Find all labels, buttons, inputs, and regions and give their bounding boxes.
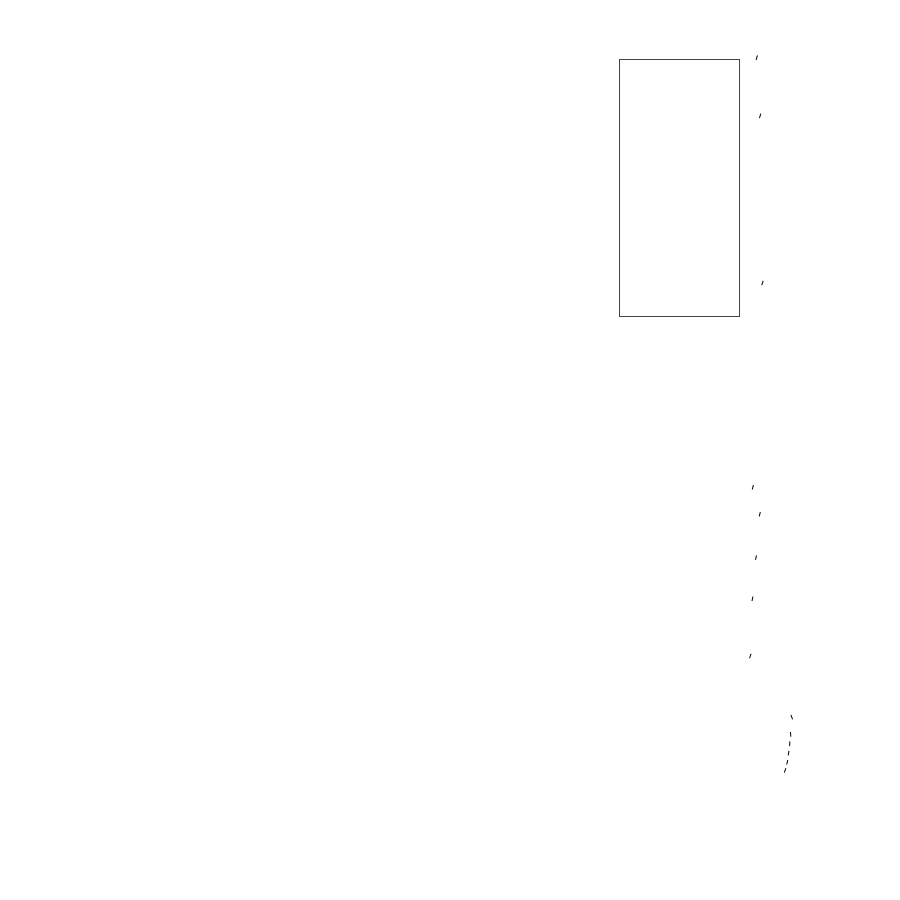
wind-barb-half: [751, 484, 754, 490]
wind-barb-half: [758, 511, 761, 517]
wind-barb-half: [761, 280, 764, 286]
wind-barb-half: [755, 555, 757, 560]
wind-barb-half: [783, 768, 787, 773]
wind-barb-half: [755, 55, 758, 61]
wind-barb-half: [758, 113, 762, 119]
wind-barb-half: [790, 714, 794, 720]
wind-barb-half: [751, 596, 754, 602]
wind-barb-half: [749, 653, 752, 659]
wind-barb-half: [787, 750, 790, 756]
parcel-info-box: [619, 59, 740, 317]
wind-barb-half: [786, 759, 789, 765]
